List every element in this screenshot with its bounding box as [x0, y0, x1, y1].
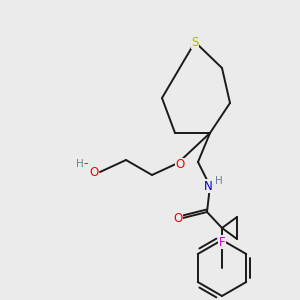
Text: O: O — [89, 166, 99, 178]
Text: O: O — [173, 212, 183, 226]
Text: F: F — [219, 236, 225, 248]
Text: -: - — [84, 158, 88, 170]
Text: H: H — [215, 176, 223, 186]
Text: H: H — [76, 159, 84, 169]
Text: N: N — [204, 179, 212, 193]
Text: O: O — [176, 158, 184, 172]
Text: S: S — [191, 35, 199, 49]
